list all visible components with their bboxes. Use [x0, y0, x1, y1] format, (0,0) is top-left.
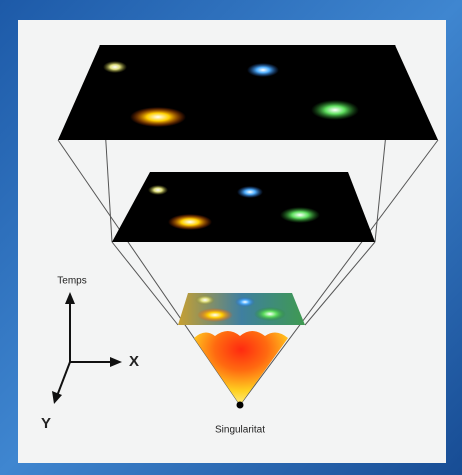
galaxy	[311, 100, 359, 120]
galaxy	[247, 63, 279, 77]
galaxy	[148, 185, 168, 195]
galaxy	[130, 107, 186, 127]
singularity-point	[236, 401, 244, 409]
y-axis-label: Y	[41, 415, 51, 432]
galaxy	[195, 295, 215, 305]
axes	[52, 292, 122, 404]
universe-plane-middle	[112, 172, 375, 242]
galaxy	[280, 207, 320, 223]
galaxy	[237, 186, 263, 198]
universe-plane-late	[58, 45, 438, 140]
galaxy	[168, 214, 212, 230]
time-axis-label: Temps	[57, 276, 86, 287]
galaxy	[254, 307, 286, 321]
singularity-label: Singularitat	[215, 425, 265, 436]
cone-lines	[57, 44, 439, 406]
big-bang-fire	[194, 331, 288, 405]
galaxy	[103, 61, 127, 73]
x-axis-label: X	[129, 353, 139, 370]
galaxy	[235, 297, 255, 307]
galaxy	[197, 308, 233, 322]
